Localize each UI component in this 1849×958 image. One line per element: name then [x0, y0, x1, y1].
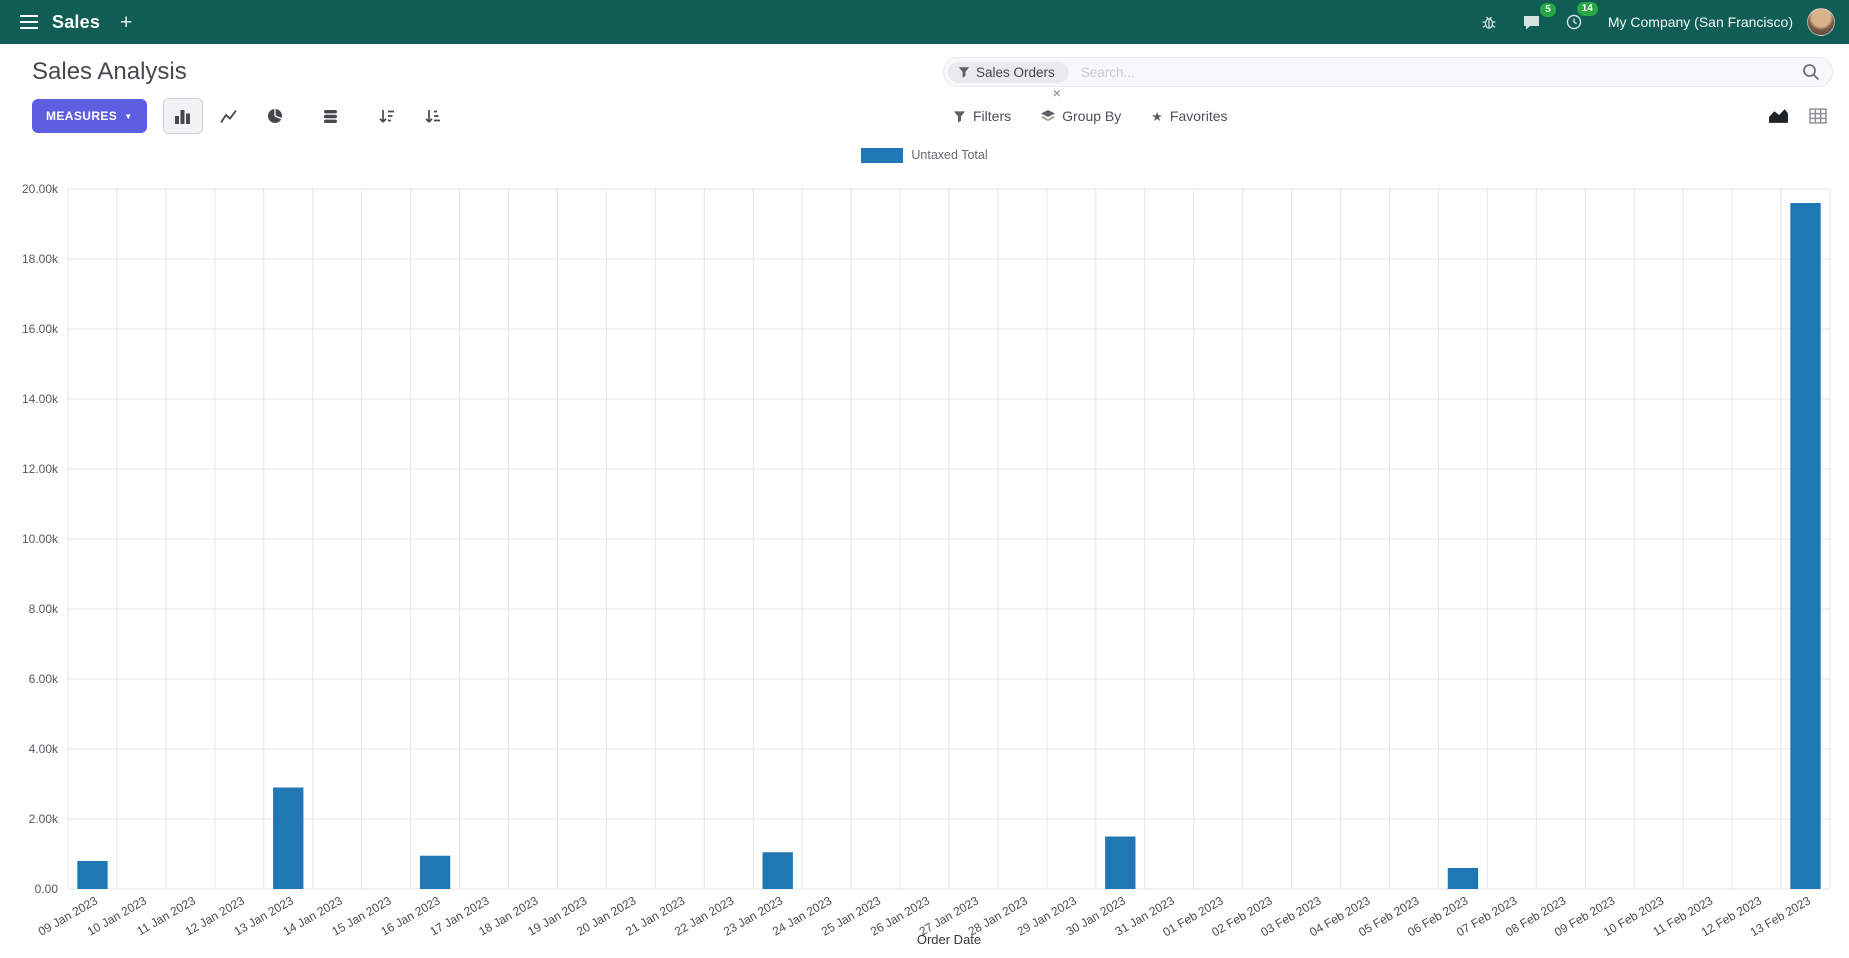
- favorites-star-icon: ★: [1151, 108, 1163, 124]
- chart-bar[interactable]: [273, 787, 304, 890]
- search-options: Filters Group By ★ Favorites: [943, 100, 1238, 132]
- chart-area: Untaxed Total 0.00 2.00k 4.00k 6.00k 8.00k 10…: [0, 144, 1849, 956]
- y-axis-tick-label: 2.00k: [29, 812, 59, 826]
- y-axis-tick-label: 20.00k: [22, 182, 59, 196]
- filters-funnel-icon: [953, 110, 966, 123]
- group-by-label: Group By: [1062, 108, 1122, 124]
- new-tab-icon[interactable]: +: [120, 10, 133, 34]
- apps-menu-icon[interactable]: [14, 9, 44, 35]
- sort-descending-button[interactable]: [367, 98, 407, 134]
- search-input[interactable]: [1080, 64, 1802, 80]
- stacked-toggle-button[interactable]: [311, 98, 351, 134]
- measures-button[interactable]: MEASURES ▼: [32, 99, 147, 133]
- measures-label: MEASURES: [46, 109, 118, 123]
- legend-swatch: [861, 147, 904, 163]
- filters-label: Filters: [973, 108, 1012, 124]
- favorites-label: Favorites: [1169, 108, 1228, 124]
- y-axis-tick-label: 12.00k: [22, 462, 59, 476]
- graph-toolbar: MEASURES ▼: [32, 98, 943, 134]
- top-navbar: Sales + 5 14 My Company (San Francisco): [0, 0, 1849, 44]
- user-avatar[interactable]: [1807, 8, 1835, 36]
- filter-funnel-icon: [958, 66, 970, 78]
- chart-legend[interactable]: Untaxed Total: [0, 144, 1849, 166]
- activities-badge: 14: [1576, 2, 1598, 16]
- y-axis-tick-label: 18.00k: [22, 252, 59, 266]
- bar-chart-button[interactable]: [162, 98, 203, 134]
- y-axis-tick-label: 14.00k: [22, 392, 59, 406]
- filters-button[interactable]: Filters: [943, 100, 1021, 132]
- messages-badge: 5: [1540, 2, 1556, 17]
- y-axis-tick-label: 4.00k: [29, 742, 59, 756]
- chart-bar[interactable]: [1447, 868, 1479, 889]
- line-chart-button[interactable]: [209, 98, 249, 134]
- pivot-view-button[interactable]: [1803, 102, 1833, 130]
- pie-chart-button[interactable]: [255, 98, 295, 134]
- chart-bar[interactable]: [762, 852, 793, 889]
- y-axis-tick-label: 16.00k: [22, 322, 59, 336]
- legend-label: Untaxed Total: [911, 148, 988, 162]
- search-bar[interactable]: Sales Orders ×: [943, 57, 1833, 100]
- page-title: Sales Analysis: [32, 58, 187, 85]
- sort-ascending-button[interactable]: [413, 98, 453, 134]
- chart-bar[interactable]: [1790, 203, 1821, 889]
- y-axis-tick-label: 8.00k: [29, 602, 59, 616]
- graph-view-button[interactable]: [1762, 102, 1795, 130]
- chart-bar[interactable]: [419, 855, 451, 889]
- group-by-button[interactable]: Group By: [1031, 100, 1131, 132]
- debug-bug-icon[interactable]: [1475, 8, 1503, 36]
- control-panel: Sales Analysis Sales Orders × MEASURES ▼: [0, 44, 1849, 142]
- group-by-layers-icon: [1041, 109, 1056, 123]
- caret-down-icon: ▼: [124, 111, 133, 121]
- y-axis-tick-label: 6.00k: [29, 672, 59, 686]
- chart-bar[interactable]: [77, 861, 108, 889]
- favorites-button[interactable]: ★ Favorites: [1141, 100, 1237, 132]
- search-icon[interactable]: [1802, 63, 1820, 81]
- view-switcher: [1762, 102, 1833, 130]
- facet-label: Sales Orders: [976, 64, 1055, 80]
- navbar-systray: 5 14 My Company (San Francisco): [1475, 2, 1835, 36]
- app-name[interactable]: Sales: [52, 11, 101, 32]
- activities-icon[interactable]: 14: [1560, 2, 1598, 36]
- messages-icon[interactable]: 5: [1517, 2, 1556, 36]
- chart-bar[interactable]: [1105, 836, 1136, 890]
- facet-remove-icon[interactable]: ×: [1052, 84, 1061, 101]
- x-axis-title: Order Date: [917, 932, 981, 947]
- bar-chart[interactable]: 0.00 2.00k 4.00k 6.00k 8.00k 10.00k 12.00k 14.0…: [0, 166, 1849, 956]
- y-axis-tick-label: 10.00k: [22, 532, 59, 546]
- y-axis-tick-label: 0.00: [35, 882, 59, 896]
- search-facet[interactable]: Sales Orders ×: [948, 61, 1069, 100]
- company-switcher[interactable]: My Company (San Francisco): [1607, 14, 1793, 30]
